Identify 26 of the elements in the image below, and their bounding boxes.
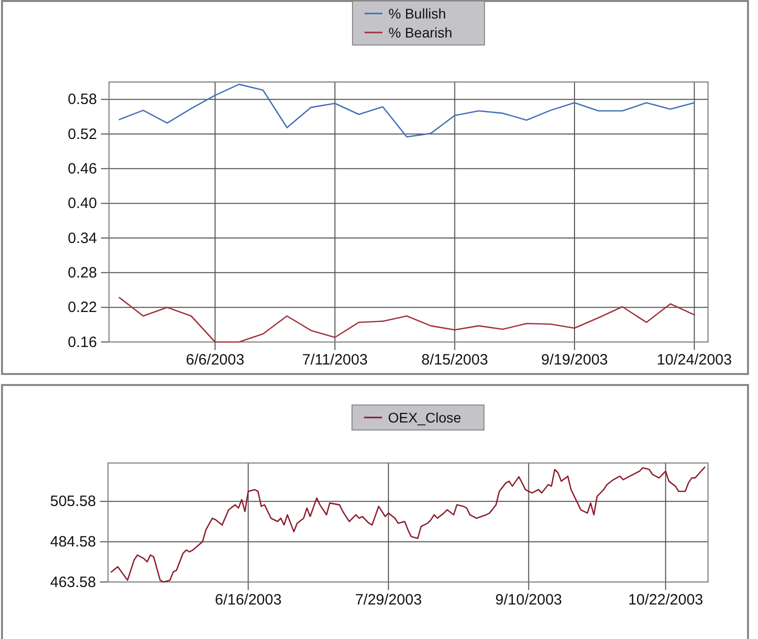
y-tick-label: 505.58	[50, 493, 96, 510]
line-series	[118, 84, 695, 138]
y-tick-label: 0.34	[68, 230, 97, 247]
x-tick-label: 7/29/2003	[355, 592, 422, 609]
x-tick-label: 10/24/2003	[656, 352, 732, 369]
x-tick-label: 9/10/2003	[495, 592, 562, 609]
x-tick-label: 10/22/2003	[628, 592, 704, 609]
x-tick-label: 9/19/2003	[541, 352, 608, 369]
x-tick-label: 6/6/2003	[186, 352, 244, 369]
legend-label: OEX_Close	[388, 409, 462, 426]
legend-label: % Bearish	[388, 24, 452, 40]
y-tick-label: 463.58	[50, 574, 96, 591]
y-tick-label: 0.58	[68, 91, 97, 108]
y-tick-label: 0.22	[68, 299, 97, 316]
line-series	[118, 296, 695, 343]
y-tick-label: 0.16	[68, 334, 97, 351]
legend-label: % Bullish	[388, 5, 446, 22]
y-tick-label: 0.52	[68, 126, 97, 143]
x-tick-label: 8/15/2003	[421, 352, 488, 369]
x-tick-label: 6/16/2003	[214, 592, 282, 609]
y-tick-label: 0.46	[68, 160, 97, 178]
line-series	[110, 466, 706, 583]
x-tick-label: 7/11/2003	[302, 352, 368, 369]
y-tick-label: 484.58	[50, 533, 96, 550]
y-tick-label: 0.28	[68, 264, 97, 282]
y-tick-label: 0.40	[68, 195, 97, 212]
